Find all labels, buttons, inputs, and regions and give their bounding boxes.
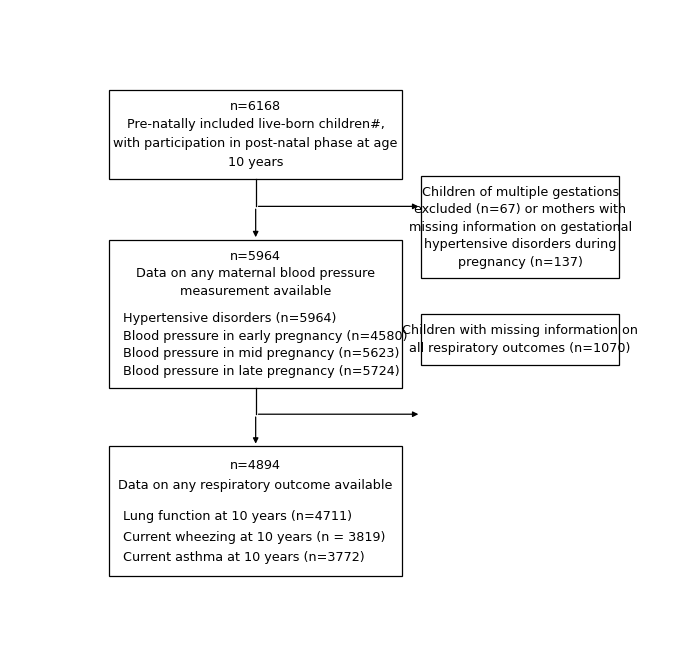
Text: Current wheezing at 10 years (n = 3819): Current wheezing at 10 years (n = 3819)	[122, 531, 385, 544]
Text: Lung function at 10 years (n=4711): Lung function at 10 years (n=4711)	[122, 510, 352, 523]
Text: Blood pressure in early pregnancy (n=4580): Blood pressure in early pregnancy (n=458…	[122, 330, 407, 343]
Text: n=6168: n=6168	[230, 100, 281, 113]
Text: Current asthma at 10 years (n=3772): Current asthma at 10 years (n=3772)	[122, 551, 365, 565]
Bar	[109, 446, 402, 577]
Bar	[421, 176, 619, 278]
Text: Children with missing information on: Children with missing information on	[402, 324, 638, 337]
Text: n=4894: n=4894	[230, 459, 281, 471]
Text: Blood pressure in mid pregnancy (n=5623): Blood pressure in mid pregnancy (n=5623)	[122, 348, 399, 361]
Text: Hypertensive disorders (n=5964): Hypertensive disorders (n=5964)	[122, 312, 336, 325]
Text: Pre-natally included live-born children#,: Pre-natally included live-born children#…	[127, 118, 384, 132]
Text: pregnancy (n=137): pregnancy (n=137)	[458, 256, 582, 269]
Text: n=5964: n=5964	[230, 250, 281, 263]
Text: excluded (n=67) or mothers with: excluded (n=67) or mothers with	[414, 203, 626, 216]
Text: 10 years: 10 years	[228, 156, 284, 169]
Text: with participation in post-natal phase at age: with participation in post-natal phase a…	[113, 137, 398, 150]
Text: Data on any maternal blood pressure: Data on any maternal blood pressure	[136, 267, 375, 280]
Bar	[109, 89, 402, 179]
Bar	[421, 314, 619, 365]
Text: missing information on gestational: missing information on gestational	[409, 220, 631, 234]
Bar	[109, 240, 402, 388]
Text: all respiratory outcomes (n=1070): all respiratory outcomes (n=1070)	[410, 342, 631, 355]
Text: hypertensive disorders during: hypertensive disorders during	[424, 238, 616, 252]
Text: measurement available: measurement available	[180, 285, 331, 298]
Text: Data on any respiratory outcome available: Data on any respiratory outcome availabl…	[118, 479, 393, 492]
Text: Children of multiple gestations: Children of multiple gestations	[421, 185, 619, 199]
Text: Blood pressure in late pregnancy (n=5724): Blood pressure in late pregnancy (n=5724…	[122, 365, 400, 378]
